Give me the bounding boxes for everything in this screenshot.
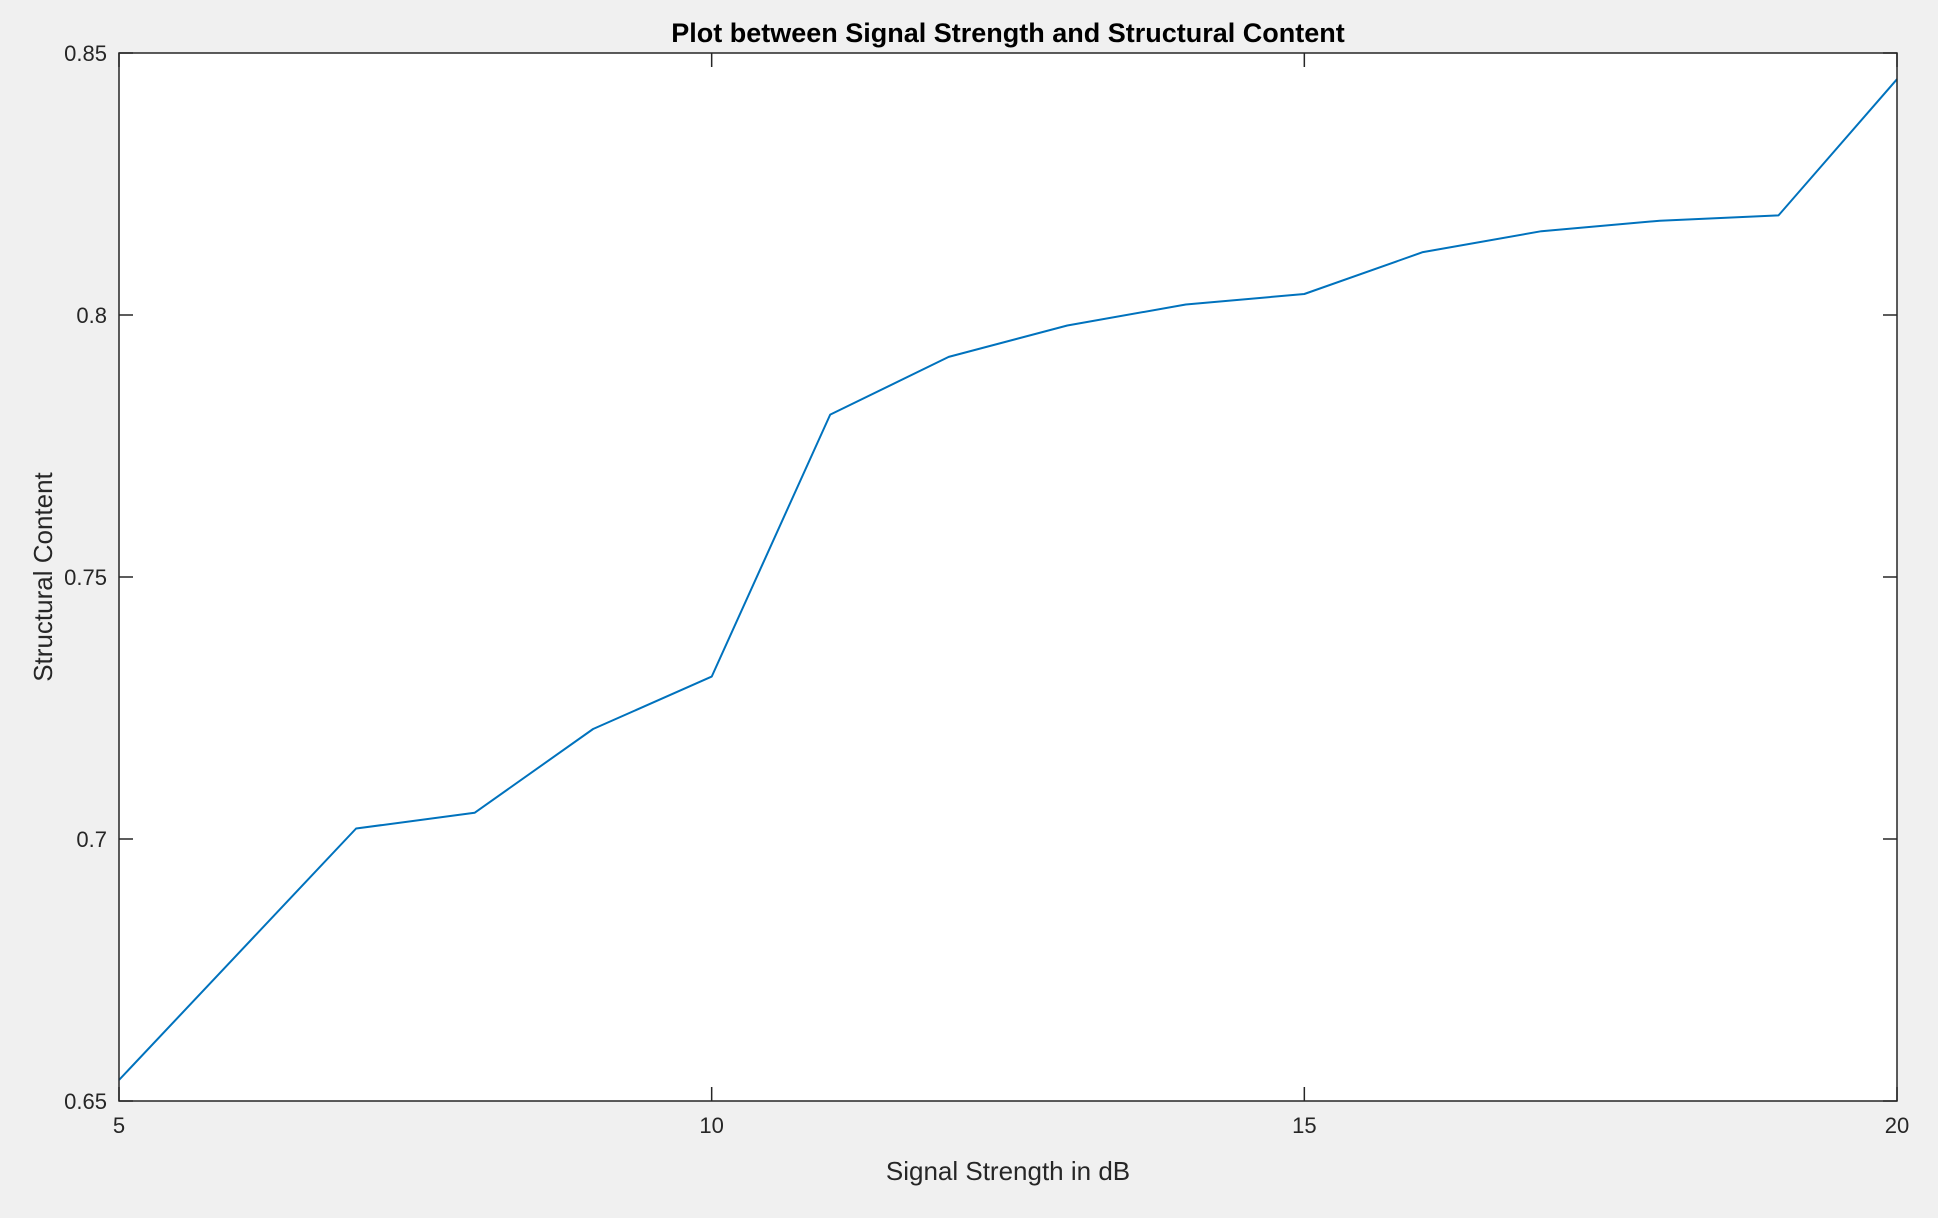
y-tick-label: 0.75 <box>64 565 107 590</box>
x-tick-label: 20 <box>1885 1113 1909 1138</box>
x-axis-label: Signal Strength in dB <box>886 1156 1130 1186</box>
plot-area <box>119 53 1897 1101</box>
plot-frame <box>118 52 1898 1102</box>
x-tick-label: 10 <box>699 1113 723 1138</box>
y-tick-label: 0.65 <box>64 1089 107 1114</box>
y-tick-label: 0.85 <box>64 41 107 66</box>
x-tick-label: 15 <box>1292 1113 1316 1138</box>
series-line <box>118 78 1898 1081</box>
x-tick-label: 5 <box>113 1113 125 1138</box>
series-layer <box>118 78 1898 1081</box>
y-tick-label: 0.7 <box>76 827 107 852</box>
y-tick-label: 0.8 <box>76 303 107 328</box>
chart-title: Plot between Signal Strength and Structu… <box>671 18 1345 48</box>
ticks-layer: 5 10 15 20 0.65 0.7 0.75 0.8 0.85 <box>64 41 1909 1138</box>
y-axis-label: Structural Content <box>28 471 58 681</box>
